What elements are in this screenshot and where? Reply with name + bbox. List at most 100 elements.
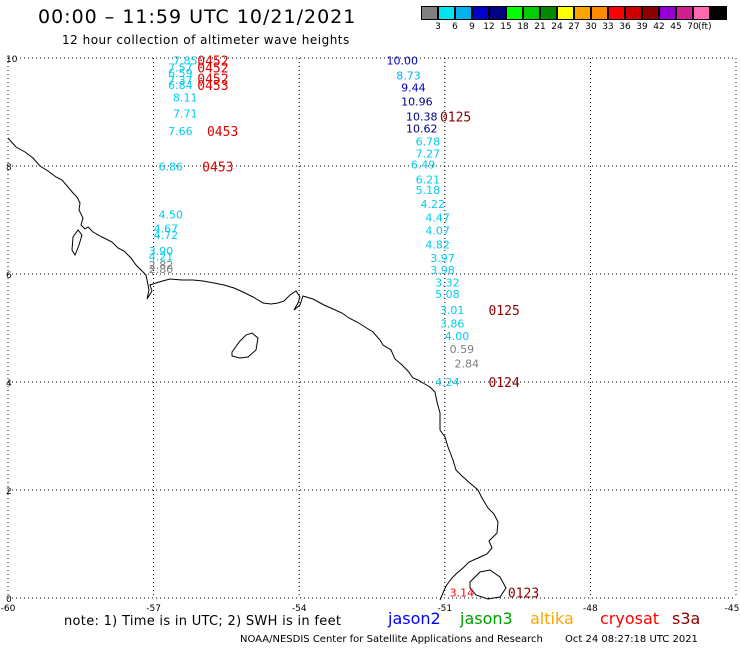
- y-tick-label: 8: [6, 163, 12, 173]
- wave-height-label: 7.66: [168, 125, 193, 138]
- wave-height-label: 4.50: [158, 209, 183, 222]
- x-tick-label: -51: [437, 604, 452, 614]
- color-scale-swatch: [676, 6, 693, 20]
- coastline-path: [7, 137, 499, 601]
- axis-tick-labels: -60 -57 -54 -51 -48 -45 0 2 4 6 8 10: [1, 55, 740, 614]
- y-tick-label: 2: [6, 487, 12, 497]
- wave-height-label: 6.84: [168, 79, 193, 92]
- color-scale-tick: 70: [687, 22, 699, 32]
- wave-height-label: 10.62: [406, 123, 438, 136]
- wave-height-label: 7.27: [416, 148, 441, 161]
- y-tick-label: 10: [6, 55, 18, 65]
- color-scale-tick: 39: [636, 22, 648, 32]
- wave-height-label: 4.21: [149, 251, 174, 264]
- wave-height-label: 4.67: [154, 223, 179, 236]
- wave-height-label: 8.73: [396, 69, 421, 82]
- wave-height-label: 7.71: [173, 108, 198, 121]
- sat-label-s3a: s3a: [672, 609, 701, 628]
- pass-time-label: 0453: [207, 125, 238, 140]
- color-scale-swatch: [455, 6, 472, 20]
- pass-time-label: 0452: [197, 62, 228, 77]
- pass-time-label: 0125: [440, 110, 471, 125]
- x-tick-label: -60: [1, 604, 16, 614]
- wave-height-label: 0.59: [450, 343, 475, 356]
- wave-height-label: 3.97: [430, 252, 455, 265]
- delta-island-path: [469, 569, 507, 600]
- color-scale-swatch: [591, 6, 608, 20]
- wave-height-label: 10.00: [387, 55, 419, 68]
- pass-time-label: 0123: [508, 587, 539, 602]
- island-path: [231, 332, 259, 359]
- color-scale-tick: 42: [653, 22, 665, 32]
- color-scale-tick: 21: [534, 22, 546, 32]
- color-scale-tick: 6: [452, 22, 458, 32]
- color-scale-tick: 36: [619, 22, 631, 32]
- color-scale-tick: 18: [517, 22, 529, 32]
- wave-height-label: 2.84: [455, 358, 480, 371]
- wave-height-label: 7.57: [168, 62, 193, 75]
- x-tick-label: -48: [583, 604, 598, 614]
- color-scale-tick: 30: [585, 22, 597, 32]
- sat-label-cryosat: cryosat: [600, 609, 660, 628]
- color-scale-swatch: [557, 6, 574, 20]
- wave-height-label: 6.21: [416, 174, 441, 187]
- wave-height-label: 6.86: [158, 161, 183, 174]
- coastline: [7, 137, 507, 601]
- wave-height-label: 8.11: [173, 91, 198, 104]
- pass-time-label: 0452: [197, 55, 228, 70]
- wave-height-label: 3.90: [149, 245, 174, 258]
- chart-subtitle: 12 hour collection of altimeter wave hei…: [62, 33, 350, 47]
- color-scale-tick: 3: [435, 22, 441, 32]
- color-scale-swatch: [506, 6, 523, 20]
- river-mouth-path: [71, 229, 83, 257]
- color-scale-tick: 15: [500, 22, 512, 32]
- sat-label-altika: altika: [530, 609, 574, 628]
- x-tick-label: -45: [725, 604, 740, 614]
- color-scale-tick: 45: [670, 22, 682, 32]
- pass-time-label: 0453: [197, 79, 228, 94]
- credit-text: NOAA/NESDIS Center for Satellite Applica…: [240, 634, 543, 645]
- x-tick-label: -57: [146, 604, 161, 614]
- color-scale-swatch: [693, 6, 710, 20]
- wave-height-label: 3.98: [430, 264, 455, 277]
- color-scale-swatch: [642, 6, 659, 20]
- x-tick-label: -54: [292, 604, 307, 614]
- pass-time-label: 0453: [202, 161, 233, 176]
- y-tick-label: 0: [6, 595, 12, 605]
- wave-height-label: 2.82: [149, 259, 174, 272]
- color-scale-swatch: [574, 6, 591, 20]
- wave-height-label: 4.82: [425, 238, 450, 251]
- wave-height-label: 6.49: [411, 158, 436, 171]
- wave-height-label: 4.72: [154, 229, 179, 242]
- wave-height-label: 4.22: [421, 198, 446, 211]
- color-scale-swatch: [489, 6, 506, 20]
- color-scale-swatch: [540, 6, 557, 20]
- color-scale-swatch: [608, 6, 625, 20]
- color-scale-swatch: [438, 6, 455, 20]
- wave-height-label: 4.00: [445, 330, 470, 343]
- wave-height-label: 10.96: [401, 96, 433, 109]
- y-tick-label: 4: [6, 379, 12, 389]
- color-scale-unit: (ft): [698, 22, 712, 32]
- color-scale-swatch: [625, 6, 642, 20]
- wave-height-label: 4.07: [425, 224, 450, 237]
- wave-height-label: 2.80: [149, 263, 174, 276]
- color-scale-swatch: [421, 6, 438, 20]
- data-labels: 7.857.576.597.376.848.11 7.71 7.66 6.86 4.50…: [149, 55, 539, 602]
- wave-height-label: 3.14: [450, 587, 475, 600]
- timestamp-text: Oct 24 08:27:18 UTC 2021: [565, 634, 698, 645]
- grid-lines: [7, 57, 737, 599]
- pass-time-label: 0124: [488, 376, 519, 391]
- color-scale-tick: 33: [602, 22, 614, 32]
- color-scale-tick: 27: [568, 22, 580, 32]
- pass-time-label: 0125: [488, 304, 519, 319]
- wave-height-label: 7.37: [168, 74, 193, 87]
- wave-height-label: 4.24: [435, 376, 460, 389]
- color-scale-swatch: [472, 6, 489, 20]
- sat-label-jason2: jason2: [388, 609, 441, 628]
- color-scale-tick: 24: [551, 22, 563, 32]
- wave-height-label: 6.59: [168, 67, 193, 80]
- color-scale-swatch: [523, 6, 540, 20]
- wave-height-label: 5.08: [435, 288, 460, 301]
